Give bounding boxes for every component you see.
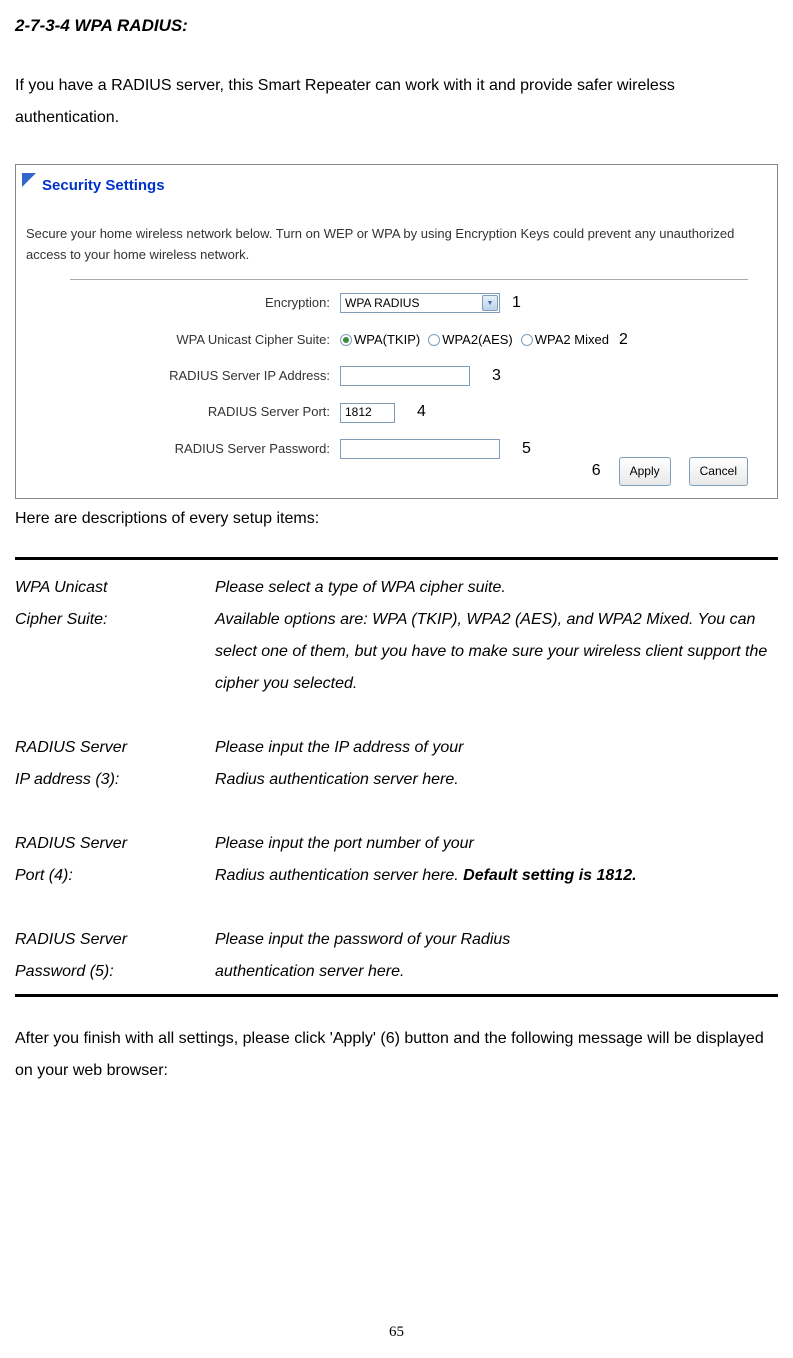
encryption-label: Encryption: <box>70 291 340 316</box>
port-row: RADIUS Server Port: 1812 4 <box>70 397 748 427</box>
radio-wpa2-mixed[interactable]: WPA2 Mixed <box>521 328 609 353</box>
radio-icon <box>340 334 352 346</box>
radio-wpa-tkip[interactable]: WPA(TKIP) <box>340 328 420 353</box>
desc-value: Please input the password of your Radius… <box>215 924 778 988</box>
screenshot-box: Security Settings Secure your home wirel… <box>15 164 778 499</box>
annotation-5: 5 <box>522 434 531 464</box>
outro-text: After you finish with all settings, plea… <box>15 1023 778 1087</box>
desc-row-port: RADIUS Server Port (4): Please input the… <box>15 828 778 892</box>
cipher-label: WPA Unicast Cipher Suite: <box>70 328 340 353</box>
desc-label: RADIUS Server Password (5): <box>15 924 215 988</box>
desc-row-password: RADIUS Server Password (5): Please input… <box>15 924 778 988</box>
desc-value: Please input the IP address of your Radi… <box>215 732 778 796</box>
radio-label: WPA2 Mixed <box>535 328 609 353</box>
cipher-row: WPA Unicast Cipher Suite: WPA(TKIP) WPA2… <box>70 325 748 355</box>
password-label: RADIUS Server Password: <box>70 437 340 462</box>
radio-icon <box>428 334 440 346</box>
apply-button[interactable]: Apply <box>619 457 671 486</box>
annotation-3: 3 <box>492 361 501 391</box>
desc-label: RADIUS Server IP address (3): <box>15 732 215 796</box>
desc-row-ip: RADIUS Server IP address (3): Please inp… <box>15 732 778 796</box>
ip-row: RADIUS Server IP Address: 3 <box>70 361 748 391</box>
radio-label: WPA(TKIP) <box>354 328 420 353</box>
triangle-icon <box>20 171 38 189</box>
settings-header: Security Settings <box>42 172 165 201</box>
desc-value: Please select a type of WPA cipher suite… <box>215 572 778 700</box>
annotation-1: 1 <box>512 288 521 318</box>
description-table: WPA Unicast Cipher Suite: Please select … <box>15 572 778 988</box>
port-input[interactable]: 1812 <box>340 403 395 423</box>
cipher-radio-group: WPA(TKIP) WPA2(AES) WPA2 Mixed <box>340 328 609 353</box>
screenshot-description: Secure your home wireless network below.… <box>26 224 773 266</box>
page-number: 65 <box>389 1318 404 1347</box>
port-label: RADIUS Server Port: <box>70 400 340 425</box>
desc-row-cipher: WPA Unicast Cipher Suite: Please select … <box>15 572 778 700</box>
ip-input[interactable] <box>340 366 470 386</box>
intro-text: If you have a RADIUS server, this Smart … <box>15 70 778 134</box>
annotation-6: 6 <box>592 456 601 486</box>
password-input[interactable] <box>340 439 500 459</box>
section-title: 2-7-3-4 WPA RADIUS: <box>15 10 778 42</box>
chevron-down-icon: ▼ <box>482 295 498 311</box>
encryption-row: Encryption: WPA RADIUS ▼ 1 <box>70 288 748 318</box>
encryption-select[interactable]: WPA RADIUS ▼ <box>340 293 500 313</box>
divider-top <box>15 557 778 560</box>
divider-bottom <box>15 994 778 997</box>
cancel-button[interactable]: Cancel <box>689 457 748 486</box>
ip-label: RADIUS Server IP Address: <box>70 364 340 389</box>
encryption-value: WPA RADIUS <box>345 292 419 315</box>
radio-label: WPA2(AES) <box>442 328 513 353</box>
desc-label: WPA Unicast Cipher Suite: <box>15 572 215 700</box>
radio-icon <box>521 334 533 346</box>
annotation-2: 2 <box>619 325 628 355</box>
desc-label: RADIUS Server Port (4): <box>15 828 215 892</box>
form-area: Encryption: WPA RADIUS ▼ 1 WPA Unicast C… <box>70 279 748 470</box>
caption: Here are descriptions of every setup ite… <box>15 504 778 534</box>
button-row: 6 Apply Cancel <box>592 456 748 486</box>
annotation-4: 4 <box>417 397 426 427</box>
radio-wpa2-aes[interactable]: WPA2(AES) <box>428 328 513 353</box>
desc-value: Please input the port number of your Rad… <box>215 828 778 892</box>
